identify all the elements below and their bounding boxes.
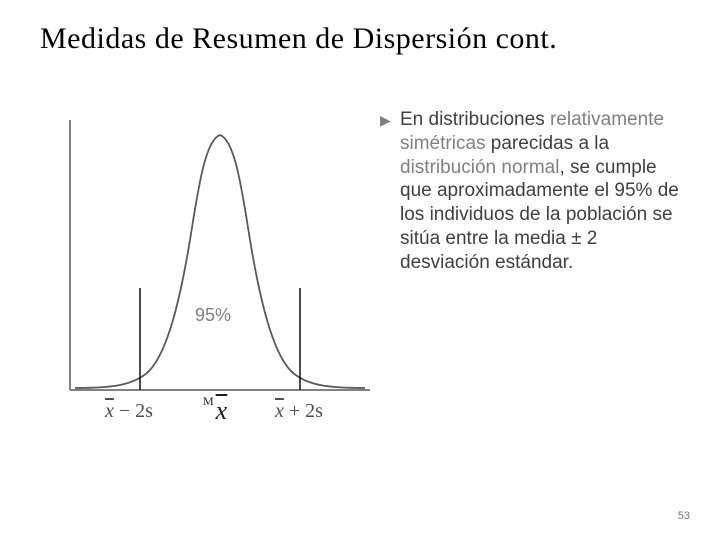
body-p1d: distribución normal bbox=[400, 157, 559, 178]
body-p1a: En distribuciones bbox=[400, 109, 550, 130]
center-xbar: x bbox=[216, 396, 228, 425]
axis-label-right: x + 2s bbox=[275, 400, 323, 423]
chart-svg bbox=[50, 100, 380, 440]
center-sup: M bbox=[203, 394, 214, 408]
percent-label: 95% bbox=[195, 305, 231, 326]
body-paragraph: ▶ En distribuciones relativamente simétr… bbox=[400, 108, 680, 274]
bullet-icon: ▶ bbox=[380, 112, 391, 130]
xbar-right: x bbox=[275, 400, 284, 422]
normal-curve-chart: 95% x − 2s Mx x + 2s bbox=[50, 100, 380, 440]
axis-right-suffix: + 2s bbox=[284, 400, 323, 422]
page-number: 53 bbox=[678, 510, 690, 522]
axis-left-suffix: − 2s bbox=[114, 400, 153, 422]
axis-label-left: x − 2s bbox=[105, 400, 153, 423]
bell-curve-path bbox=[75, 135, 365, 388]
page-title: Medidas de Resumen de Dispersión cont. bbox=[40, 22, 557, 56]
xbar-left: x bbox=[105, 400, 114, 422]
axis-label-center: Mx bbox=[203, 396, 227, 426]
body-p1c: parecidas a la bbox=[486, 133, 610, 154]
slide: Medidas de Resumen de Dispersión cont. 9… bbox=[0, 0, 720, 540]
